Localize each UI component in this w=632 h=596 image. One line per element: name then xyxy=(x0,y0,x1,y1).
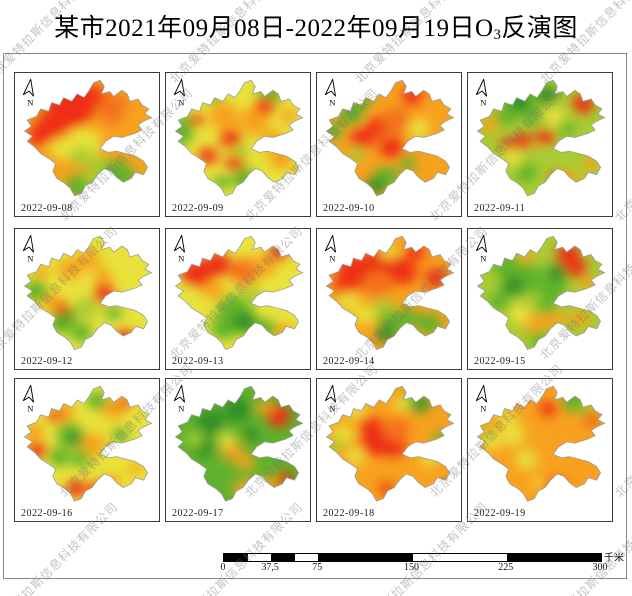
north-arrow-icon: N xyxy=(324,78,336,107)
north-arrow-icon: N xyxy=(475,384,487,413)
map-panel-2022-09-17: N 2022-09-17 xyxy=(165,378,311,522)
north-label: N xyxy=(480,254,486,263)
panel-date-label: 2022-09-09 xyxy=(172,203,224,214)
ozone-raster-map xyxy=(24,385,153,502)
north-label: N xyxy=(329,404,335,413)
ozone-raster-map xyxy=(175,235,304,350)
north-label: N xyxy=(27,254,33,263)
map-panel-2022-09-12: N 2022-09-12 xyxy=(14,228,160,370)
north-label: N xyxy=(480,404,486,413)
scale-bar xyxy=(223,553,602,562)
panel-date-label: 2022-09-15 xyxy=(474,356,526,367)
north-arrow-icon: N xyxy=(173,234,185,263)
map-panel-2022-09-09: N 2022-09-09 xyxy=(165,72,311,217)
panel-date-label: 2022-09-08 xyxy=(21,203,73,214)
ozone-raster-map xyxy=(326,235,455,350)
ozone-raster-map xyxy=(477,235,606,350)
scale-tick-300: 300 xyxy=(592,562,608,573)
panel-date-label: 2022-09-18 xyxy=(323,508,375,519)
ozone-raster-map xyxy=(175,385,304,502)
north-arrow-icon: N xyxy=(324,384,336,413)
map-panel-2022-09-11: N 2022-09-11 xyxy=(467,72,613,217)
ozone-raster-map xyxy=(24,235,153,350)
map-panel-2022-09-15: N 2022-09-15 xyxy=(467,228,613,370)
ozone-raster-map xyxy=(477,79,606,197)
north-arrow-icon: N xyxy=(173,78,185,107)
title-prefix: 某市2021年09月08日-2022年09月19日O xyxy=(54,15,494,42)
panel-date-label: 2022-09-16 xyxy=(21,508,73,519)
scale-bar-segment xyxy=(412,554,507,561)
north-label: N xyxy=(27,404,33,413)
scale-bar-segment xyxy=(506,554,601,561)
scale-tick-0: 0 xyxy=(220,562,226,573)
scale-bar-unit-label: 千米 xyxy=(604,553,624,564)
north-arrow-icon: N xyxy=(475,234,487,263)
north-label: N xyxy=(27,98,33,107)
scale-bar-segment xyxy=(271,554,295,561)
scale-tick-225: 225 xyxy=(498,562,514,573)
panel-date-label: 2022-09-17 xyxy=(172,508,224,519)
ozone-raster-map xyxy=(326,385,455,502)
north-arrow-icon: N xyxy=(324,234,336,263)
north-arrow-icon: N xyxy=(22,78,34,107)
panel-date-label: 2022-09-12 xyxy=(21,356,73,367)
north-label: N xyxy=(178,404,184,413)
scale-tick-37,5: 37,5 xyxy=(261,562,279,573)
map-panel-2022-09-16: N 2022-09-16 xyxy=(14,378,160,522)
panel-date-label: 2022-09-19 xyxy=(474,508,526,519)
map-panel-2022-09-13: N 2022-09-13 xyxy=(165,228,311,370)
title-suffix: 反演图 xyxy=(501,15,578,42)
ozone-raster-map xyxy=(477,385,606,502)
north-arrow-icon: N xyxy=(22,234,34,263)
north-label: N xyxy=(480,98,486,107)
panel-date-label: 2022-09-11 xyxy=(474,203,526,214)
panel-date-label: 2022-09-13 xyxy=(172,356,224,367)
scale-bar-segment xyxy=(224,554,248,561)
scale-tick-75: 75 xyxy=(312,562,323,573)
north-arrow-icon: N xyxy=(22,384,34,413)
map-panel-2022-09-10: N 2022-09-10 xyxy=(316,72,462,217)
north-arrow-icon: N xyxy=(475,78,487,107)
map-panel-2022-09-08: N 2022-09-08 xyxy=(14,72,160,217)
scale-bar-segment xyxy=(294,554,319,561)
map-panel-2022-09-19: N 2022-09-19 xyxy=(467,378,613,522)
scale-tick-150: 150 xyxy=(404,562,419,573)
page-title: 某市2021年09月08日-2022年09月19日O3反演图 xyxy=(0,8,632,44)
ozone-raster-map xyxy=(326,79,455,197)
scale-bar-segment xyxy=(247,554,272,561)
map-panel-2022-09-14: N 2022-09-14 xyxy=(316,228,462,370)
panel-date-label: 2022-09-10 xyxy=(323,203,375,214)
title-ozone-subscript: 3 xyxy=(493,27,502,43)
panel-date-label: 2022-09-14 xyxy=(323,356,375,367)
north-label: N xyxy=(178,98,184,107)
north-label: N xyxy=(178,254,184,263)
north-arrow-icon: N xyxy=(173,384,185,413)
ozone-raster-map xyxy=(175,79,304,197)
north-label: N xyxy=(329,98,335,107)
north-label: N xyxy=(329,254,335,263)
scale-bar-segment xyxy=(318,554,413,561)
ozone-raster-map xyxy=(24,79,153,197)
map-panel-2022-09-18: N 2022-09-18 xyxy=(316,378,462,522)
figure-frame xyxy=(3,53,627,579)
